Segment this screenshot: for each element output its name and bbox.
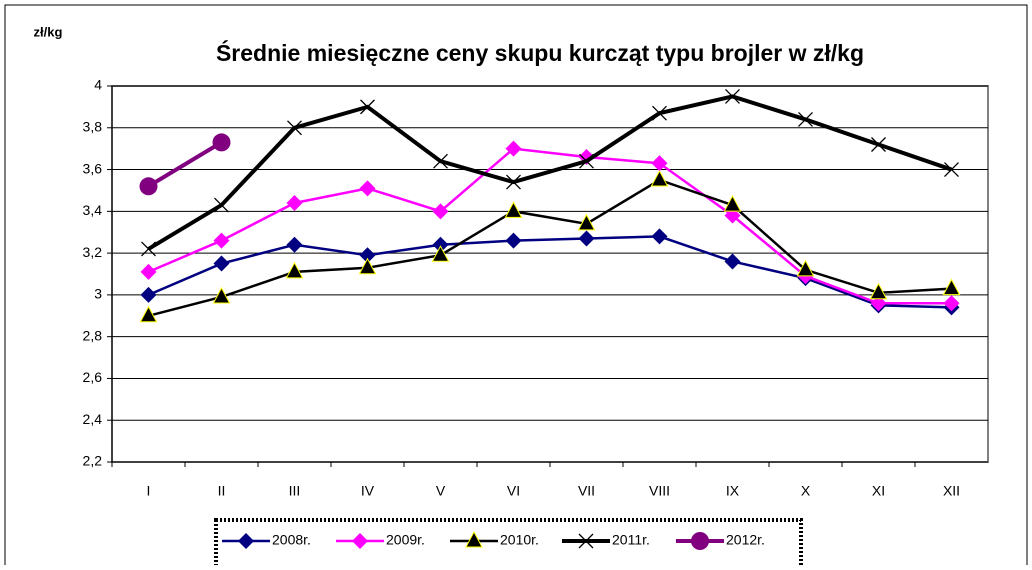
marker xyxy=(650,169,669,187)
y-tick-label: 3,4 xyxy=(83,202,103,218)
marker xyxy=(212,133,231,152)
x-tick-label: IX xyxy=(726,483,740,499)
legend-label: 2010r. xyxy=(500,532,539,548)
marker xyxy=(796,259,815,277)
series-line xyxy=(147,140,223,188)
marker xyxy=(942,278,961,296)
marker xyxy=(723,195,742,212)
marker xyxy=(798,111,813,127)
marker xyxy=(505,232,522,249)
marker xyxy=(691,532,709,550)
marker xyxy=(579,153,594,169)
marker xyxy=(359,247,376,264)
x-tick-label: VII xyxy=(578,483,595,499)
x-tick-label: I xyxy=(147,483,151,499)
y-tick-label: 3 xyxy=(94,286,102,302)
marker xyxy=(433,153,448,169)
marker xyxy=(139,305,158,323)
series-line xyxy=(148,235,952,309)
x-tick-label: III xyxy=(289,483,301,499)
marker xyxy=(652,105,667,121)
y-tick-label: 3,8 xyxy=(83,118,103,134)
marker xyxy=(506,174,521,190)
marker xyxy=(213,255,230,272)
y-tick-label: 2,6 xyxy=(83,369,103,385)
marker xyxy=(578,230,595,247)
legend-label: 2012r. xyxy=(726,532,765,548)
legend-label: 2009r. xyxy=(386,532,425,548)
x-tick-label: IV xyxy=(361,483,375,499)
x-tick-label: V xyxy=(436,483,446,499)
legend-label: 2008r. xyxy=(272,532,311,548)
x-tick-label: VI xyxy=(507,483,520,499)
marker xyxy=(214,197,229,213)
marker xyxy=(286,194,303,211)
marker xyxy=(213,232,230,249)
marker xyxy=(944,162,959,178)
marker xyxy=(725,88,740,104)
series-line xyxy=(148,178,952,317)
marker xyxy=(352,533,368,549)
x-tick-label: VIII xyxy=(649,483,670,499)
marker xyxy=(505,140,522,157)
series-line xyxy=(147,94,953,251)
marker xyxy=(432,203,449,220)
plot-area xyxy=(111,85,989,463)
marker xyxy=(577,213,596,231)
marker xyxy=(651,228,668,245)
marker xyxy=(238,533,254,549)
marker xyxy=(141,241,156,257)
y-tick-label: 2,8 xyxy=(83,327,103,343)
marker xyxy=(358,257,377,275)
marker xyxy=(140,286,157,303)
marker xyxy=(943,295,960,312)
marker xyxy=(578,533,594,549)
y-tick-label: 4 xyxy=(94,77,102,93)
marker xyxy=(287,120,302,136)
marker xyxy=(286,236,303,253)
y-axis-unit: zł/kg xyxy=(34,24,63,39)
marker xyxy=(432,236,449,253)
marker xyxy=(871,137,886,152)
y-tick-label: 3,6 xyxy=(83,160,103,176)
x-tick-label: II xyxy=(218,483,226,499)
x-tick-label: XI xyxy=(872,483,885,499)
marker xyxy=(139,177,158,196)
marker xyxy=(724,253,741,270)
legend-label: 2011r. xyxy=(612,532,650,548)
y-tick-label: 3,2 xyxy=(83,244,103,260)
y-tick-label: 2,2 xyxy=(83,453,103,469)
marker xyxy=(465,530,483,548)
y-tick-label: 2,4 xyxy=(83,411,103,427)
marker xyxy=(504,201,523,218)
marker xyxy=(285,261,304,279)
chart-title: Średnie miesięczne ceny skupu kurcząt ty… xyxy=(216,39,864,66)
marker xyxy=(869,282,888,300)
marker xyxy=(431,245,450,262)
marker xyxy=(651,155,668,172)
marker xyxy=(140,263,157,280)
marker xyxy=(212,286,231,304)
x-tick-label: X xyxy=(801,483,811,499)
marker xyxy=(359,180,376,197)
series-line xyxy=(148,147,952,305)
x-tick-label: XII xyxy=(943,483,960,499)
marker xyxy=(360,99,375,115)
